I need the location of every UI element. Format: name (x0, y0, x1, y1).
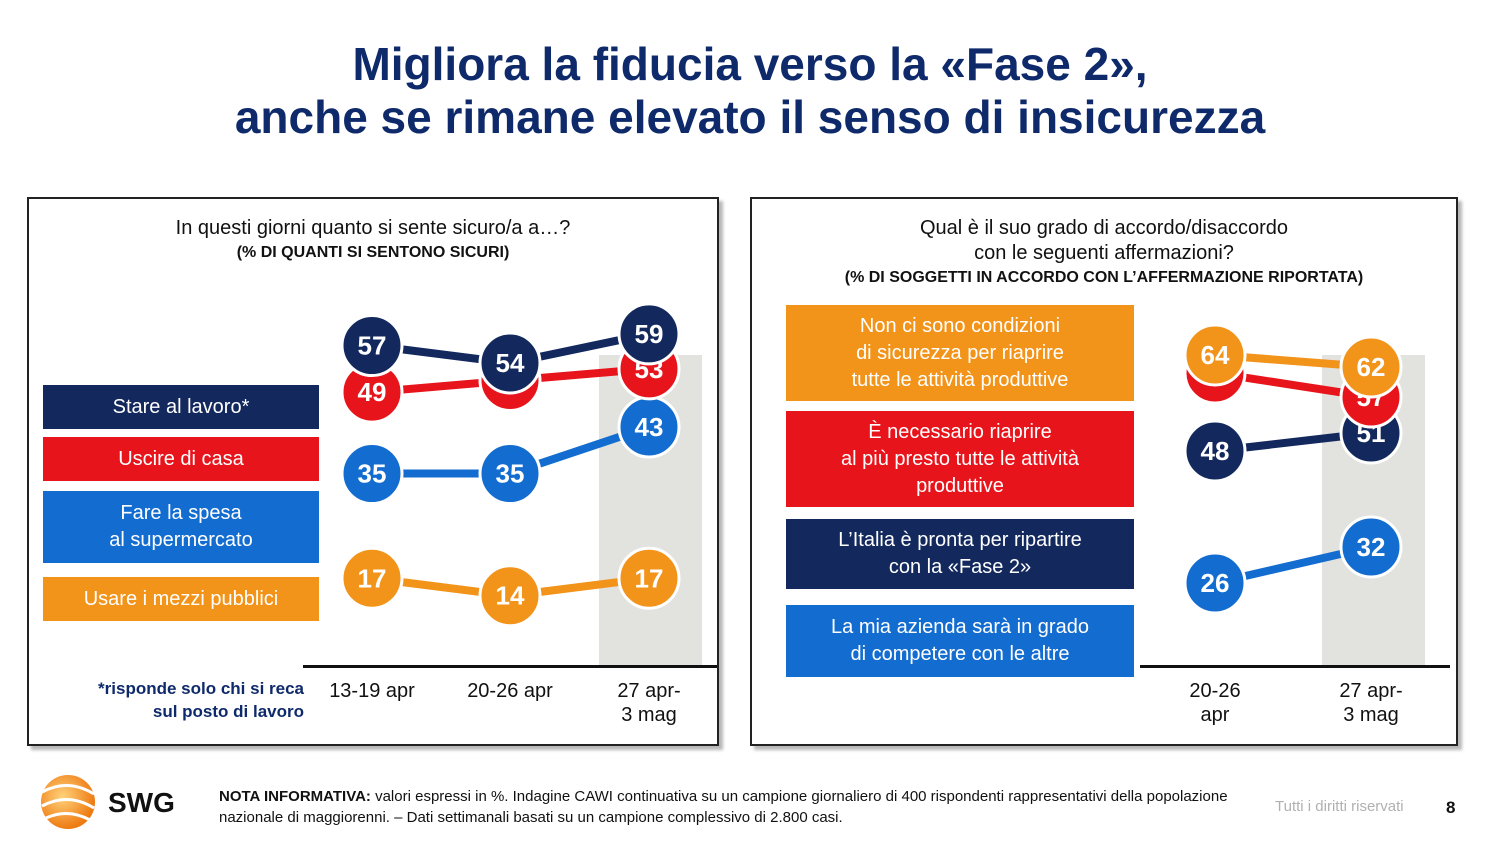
data-point (340, 442, 404, 506)
x-tick-label-line: 3 mag (621, 704, 677, 726)
x-tick-label-line: 3 mag (1343, 704, 1399, 726)
logo-text: SWG (108, 787, 175, 818)
x-tick-label-line: 20-26 apr (467, 680, 553, 702)
legend-item: Uscire di casa (43, 437, 319, 481)
footer-note: NOTA INFORMATIVA: valori espressi in %. … (219, 786, 1229, 828)
rights-text: Tutti i diritti riservati (1275, 798, 1404, 815)
legend-item: L’Italia è pronta per ripartire con la «… (786, 519, 1134, 589)
data-label: 35 (496, 459, 525, 489)
swg-logo: SWG (41, 775, 175, 829)
line-plot: 171417353543495153575459 (340, 302, 681, 628)
data-point (617, 546, 681, 610)
data-label: 14 (496, 581, 525, 611)
data-label: 43 (635, 412, 664, 442)
legend-item: Stare al lavoro* (43, 385, 319, 429)
x-tick-label: 27 apr- 3 mag (584, 679, 714, 727)
data-point (617, 302, 681, 366)
data-point (478, 331, 542, 395)
x-axis (1140, 665, 1450, 668)
data-label: 17 (358, 563, 387, 593)
chart-title: In questi giorni quanto si sente sicuro/… (175, 217, 571, 239)
data-label: 48 (1201, 436, 1230, 466)
data-label: 57 (358, 331, 387, 361)
legend-item: È necessario riaprire al più presto tutt… (786, 411, 1134, 507)
legend-item: Usare i mezzi pubblici (43, 577, 319, 621)
x-tick-label-line: 20-26 (1189, 680, 1241, 702)
chart-subtitle: (% DI QUANTI SI SENTONO SICURI) (236, 244, 510, 261)
chart-title-line-2: con le seguenti affermazioni? (974, 242, 1234, 264)
chart-panel-agreement: Qual è il suo grado di accordo/disaccord… (750, 197, 1458, 746)
legend-item: Non ci sono condizioni di sicurezza per … (786, 305, 1134, 401)
chart-title-line-1: Qual è il suo grado di accordo/disaccord… (920, 217, 1288, 239)
page-title: Migliora la fiducia verso la «Fase 2», a… (0, 38, 1500, 144)
data-label: 59 (635, 319, 664, 349)
data-point (1339, 515, 1403, 579)
data-label: 26 (1201, 568, 1230, 598)
data-point (478, 564, 542, 628)
x-tick-label-line: 27 apr- (1339, 680, 1403, 702)
chart-panel-safety: In questi giorni quanto si sente sicuro/… (27, 197, 719, 746)
x-tick-label: 13-19 apr (307, 679, 437, 703)
x-tick-label: 20-26 apr (445, 679, 575, 703)
footnote: *risponde solo chi si reca sul posto di … (49, 677, 304, 723)
page-number: 8 (1446, 798, 1456, 817)
title-line-1: Migliora la fiducia verso la «Fase 2», (352, 38, 1148, 90)
data-point (340, 314, 404, 378)
data-point (1183, 323, 1247, 387)
chart-subtitle: (% DI SOGGETTI IN ACCORDO CON L’AFFERMAZ… (844, 269, 1364, 286)
data-point (340, 546, 404, 610)
data-label: 62 (1357, 352, 1386, 382)
data-point (1183, 419, 1247, 483)
data-label: 35 (358, 459, 387, 489)
data-label: 49 (358, 377, 387, 407)
line-plot: 2632485161576462 (1183, 323, 1403, 615)
legend-item: Fare la spesa al supermercato (43, 491, 319, 563)
data-label: 32 (1357, 532, 1386, 562)
data-point (478, 442, 542, 506)
data-point (1183, 551, 1247, 615)
x-tick-label-line: 27 apr- (617, 680, 681, 702)
data-label: 54 (496, 348, 525, 378)
x-axis (303, 665, 717, 668)
footnote-line-1: *risponde solo chi si reca (98, 679, 304, 698)
footnote-line-2: sul posto di lavoro (152, 702, 304, 721)
x-tick-label-line: apr (1200, 704, 1230, 726)
legend-item: La mia azienda sarà in grado di competer… (786, 605, 1134, 677)
x-tick-label: 27 apr- 3 mag (1306, 679, 1436, 727)
note-label: NOTA INFORMATIVA: (219, 788, 371, 805)
x-tick-label: 20-26 apr (1150, 679, 1280, 727)
data-point (1339, 335, 1403, 399)
note-text: valori espressi in %. Indagine CAWI cont… (219, 788, 1228, 826)
x-tick-label-line: 13-19 apr (329, 680, 415, 702)
data-label: 64 (1201, 340, 1230, 370)
title-line-2: anche se rimane elevato il senso di insi… (234, 91, 1266, 143)
data-label: 17 (635, 563, 664, 593)
